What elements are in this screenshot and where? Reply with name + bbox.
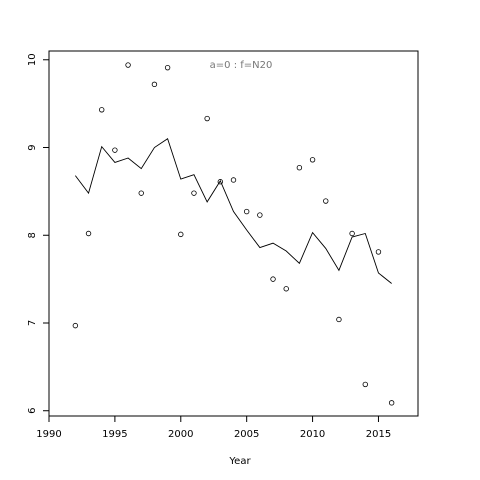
data-point	[138, 190, 144, 196]
data-point	[164, 64, 171, 71]
data-point	[204, 115, 210, 122]
x-tick-label: 2010	[300, 429, 325, 440]
data-point	[336, 316, 342, 323]
data-point	[283, 286, 289, 292]
y-tick-label: 9	[27, 144, 38, 150]
data-point	[178, 231, 184, 238]
data-point	[257, 212, 263, 218]
y-tick-label: 6	[27, 408, 38, 414]
data-point	[309, 157, 316, 163]
x-tick-label: 2000	[168, 429, 193, 440]
x-tick-label: 1995	[102, 429, 127, 440]
data-point	[99, 107, 105, 113]
data-point	[191, 190, 197, 196]
plot-frame	[48, 50, 419, 417]
data-point	[151, 81, 158, 88]
data-point	[72, 322, 79, 329]
data-point	[243, 208, 250, 215]
x-tick-label: 2015	[366, 429, 391, 440]
trend-line	[74, 138, 392, 284]
data-point	[270, 276, 276, 282]
data-point	[375, 249, 382, 255]
data-point	[323, 198, 329, 204]
data-point	[349, 230, 355, 237]
y-tick-label: 7	[27, 320, 38, 326]
data-point	[362, 381, 368, 388]
data-point	[230, 177, 237, 183]
data-point	[217, 179, 224, 185]
y-tick-label: 8	[27, 232, 38, 238]
y-tick-label: 10	[27, 53, 38, 66]
data-point	[125, 62, 131, 68]
data-point	[388, 400, 395, 406]
x-tick-label: 2005	[234, 429, 259, 440]
data-point	[296, 164, 303, 171]
annotation: a=0 : f=N20	[210, 60, 273, 71]
data-point	[112, 147, 118, 153]
data-point	[85, 230, 92, 237]
x-axis-label: Year	[228, 456, 251, 467]
x-tick-label: 1990	[36, 429, 61, 440]
